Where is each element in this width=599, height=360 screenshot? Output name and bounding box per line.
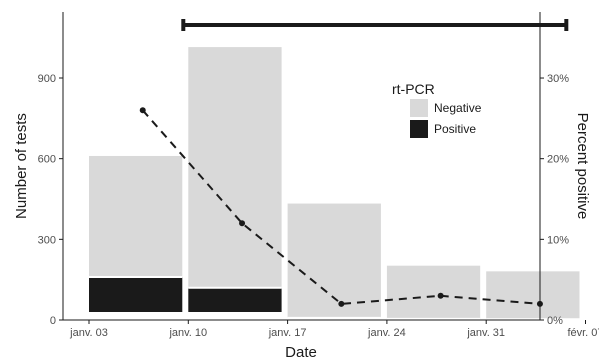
range-bar-layer	[181, 19, 569, 31]
percent-positive-line	[141, 109, 541, 305]
y-axis-title: Number of tests	[13, 113, 30, 219]
percent-positive-point-1	[139, 107, 146, 114]
y-tick-label-3: 600	[38, 154, 56, 166]
x-tick-label-1: janv. 03	[69, 327, 108, 339]
x-tick-label-4: janv. 24	[367, 327, 406, 339]
legend-key-positive	[410, 120, 428, 138]
bar-positive-1	[89, 276, 183, 312]
legend: rt-PCR Negative Positive	[392, 81, 482, 138]
y-ticks: 0 300 600 900	[38, 73, 63, 327]
legend-title: rt-PCR	[392, 81, 435, 97]
bars-layer	[89, 47, 580, 321]
x-tick-label-2: janv. 10	[168, 327, 207, 339]
bar-negative-4	[386, 265, 481, 319]
legend-label-positive: Positive	[434, 122, 476, 136]
axes: janv. 03 janv. 10 janv. 17 janv. 24 janv. 31…	[38, 12, 599, 339]
y-tick-right-label-4: 30%	[547, 73, 569, 85]
x-ticks: janv. 03 janv. 10 janv. 17 janv. 24 janv. 31…	[69, 320, 599, 339]
x-tick-label-5: janv. 31	[466, 327, 505, 339]
x-tick-label-6: févr. 07	[567, 327, 599, 339]
legend-key-negative	[410, 99, 428, 117]
y-ticks-right: 0% 10% 20% 30%	[540, 73, 569, 327]
x-tick-label-3: janv. 17	[268, 327, 307, 339]
percent-positive-point-2	[239, 220, 246, 227]
y-axis-title-right: Percent positive	[574, 113, 591, 220]
bar-positive-2	[188, 287, 282, 312]
y-tick-right-label-3: 20%	[547, 154, 569, 166]
y-tick-label-1: 0	[50, 315, 56, 327]
y-tick-right-label-1: 0%	[547, 315, 563, 327]
bar-negative-1	[89, 155, 183, 277]
bar-negative-2	[188, 47, 282, 288]
x-axis-title: Date	[285, 344, 317, 360]
bar-negative-3	[287, 203, 381, 318]
y-tick-label-4: 900	[38, 73, 56, 85]
percent-positive-point-4	[437, 292, 444, 299]
legend-label-negative: Negative	[434, 101, 482, 115]
y-tick-right-label-2: 10%	[547, 234, 569, 246]
bar-negative-5	[486, 271, 580, 320]
y-tick-label-2: 300	[38, 234, 56, 246]
percent-positive-point-3	[338, 300, 345, 307]
